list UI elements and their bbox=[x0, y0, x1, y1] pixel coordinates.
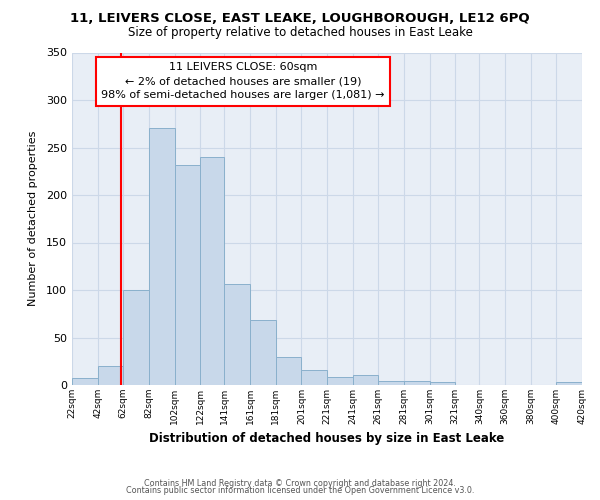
Bar bbox=[327, 378, 353, 385]
Text: Contains public sector information licensed under the Open Government Licence v3: Contains public sector information licen… bbox=[126, 486, 474, 495]
X-axis label: Distribution of detached houses by size in East Leake: Distribution of detached houses by size … bbox=[149, 432, 505, 446]
Bar bbox=[72, 378, 98, 385]
Text: 11, LEIVERS CLOSE, EAST LEAKE, LOUGHBOROUGH, LE12 6PQ: 11, LEIVERS CLOSE, EAST LEAKE, LOUGHBORO… bbox=[70, 12, 530, 26]
Text: Contains HM Land Registry data © Crown copyright and database right 2024.: Contains HM Land Registry data © Crown c… bbox=[144, 478, 456, 488]
Bar bbox=[556, 382, 582, 385]
Y-axis label: Number of detached properties: Number of detached properties bbox=[28, 131, 38, 306]
Text: 11 LEIVERS CLOSE: 60sqm
← 2% of detached houses are smaller (19)
98% of semi-det: 11 LEIVERS CLOSE: 60sqm ← 2% of detached… bbox=[101, 62, 385, 100]
Bar bbox=[404, 381, 430, 385]
Bar bbox=[353, 374, 378, 385]
Bar bbox=[123, 290, 149, 385]
Bar bbox=[301, 370, 327, 385]
Text: Size of property relative to detached houses in East Leake: Size of property relative to detached ho… bbox=[128, 26, 472, 39]
Bar bbox=[175, 164, 200, 385]
Bar bbox=[224, 284, 250, 385]
Bar bbox=[276, 356, 301, 385]
Bar bbox=[378, 381, 404, 385]
Bar bbox=[430, 382, 455, 385]
Bar bbox=[98, 366, 123, 385]
Bar bbox=[250, 320, 276, 385]
Bar bbox=[200, 157, 224, 385]
Bar bbox=[149, 128, 175, 385]
